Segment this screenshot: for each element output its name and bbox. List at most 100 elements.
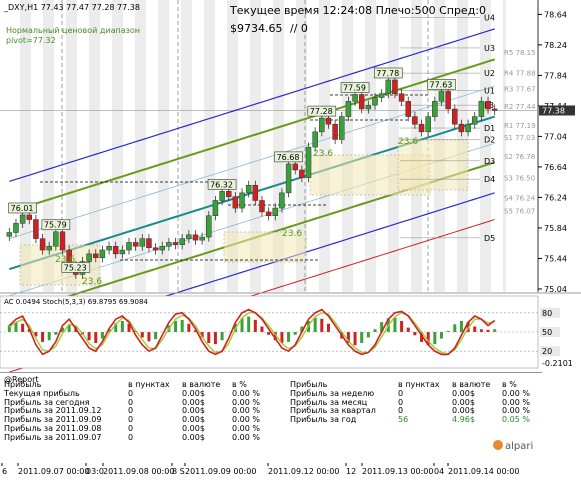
report-cell: 0 [398, 406, 404, 416]
candle-body [432, 101, 438, 117]
report-cell: 56 [398, 415, 409, 425]
candle-body [59, 231, 66, 251]
ac-bar [459, 321, 463, 332]
candle-body [146, 238, 152, 249]
price-label-box [207, 179, 237, 190]
time-tick-label: 6 [2, 467, 7, 476]
sub-axis-marker [540, 327, 560, 337]
report-right-currency: в валюте 0.00$ 0.00$ 0.00$ 4.96$ [452, 380, 490, 425]
pivot-level-label: U4 [484, 13, 495, 22]
time-tick-label: 03:0 [86, 467, 104, 476]
upper-band-line [9, 28, 495, 182]
ac-bar [174, 321, 178, 332]
candle-body [365, 104, 372, 110]
report-cell: 0 [398, 397, 404, 407]
pivot-grey-label: R2 77.44 [504, 103, 536, 111]
candle-body [352, 94, 358, 102]
time-tick-label: 2011.09.07 00:00 [18, 467, 89, 476]
ac-bar [267, 332, 271, 335]
session-stripe [250, 0, 261, 292]
price-label-box [373, 67, 403, 79]
ac-bar [100, 332, 104, 339]
candle-body [358, 94, 365, 110]
report-right-points: в пунктах 0 0 0 56 [398, 380, 440, 425]
candle-body [39, 238, 46, 251]
session-stripe [342, 0, 353, 292]
ac-bar [34, 332, 38, 337]
session-stripe [43, 0, 54, 292]
fib-level-label: 23.6 [282, 229, 302, 239]
candle-body [465, 123, 471, 133]
sub-axis-label: 50 [542, 328, 552, 337]
price-label-text: 76.01 [11, 204, 34, 213]
ac-bar [346, 332, 350, 343]
pivot-level-label: U3 [484, 44, 495, 53]
candle-body [445, 91, 451, 110]
ac-bar [380, 322, 384, 332]
time-tick-label: 2011.09.14 00:00 [448, 467, 519, 476]
candle-body [159, 245, 165, 251]
pivot-level-label: D2 [484, 135, 495, 144]
session-stripe [112, 0, 123, 292]
ac-bar [154, 332, 158, 340]
ac-bar [107, 329, 111, 332]
candle-body [99, 249, 106, 258]
candle-body [106, 245, 112, 251]
ac-bar [87, 332, 91, 341]
price-label-text: 77.59 [343, 83, 366, 92]
candle-body [385, 79, 392, 94]
pivot-level-label: U1 [484, 87, 495, 96]
report-cell: 0.00$ [452, 406, 475, 416]
candle-body [285, 163, 292, 194]
ac-bar [127, 323, 131, 332]
current-price-marker [539, 105, 575, 116]
pivot-level-label: D4 [484, 175, 495, 184]
pivot-grey-label: R1 77.19 [504, 122, 536, 130]
price-tick-label: 75.44 [544, 254, 567, 263]
ac-bar [453, 324, 457, 332]
pivot-level-label: D3 [484, 157, 495, 166]
sub-axis-marker [540, 346, 560, 357]
report-left-currency: в валюте 0.00$ 0.00$ 0.00$ 0.00$ 0.00$ 0… [182, 380, 221, 442]
ac-bar [21, 323, 25, 332]
ac-bar [326, 323, 330, 332]
candle-body [339, 116, 345, 140]
ac-bar [313, 317, 317, 332]
candle-body [319, 117, 325, 133]
report-cell: 0.00 % [502, 406, 530, 416]
candle-body [219, 191, 225, 201]
session-stripe [227, 0, 238, 292]
candle-body [19, 214, 26, 224]
candle-body [166, 242, 172, 247]
candle-body [412, 116, 418, 125]
pivot-level-label: U2 [484, 69, 495, 78]
candle-body [232, 196, 239, 209]
pivot-grey-label: R4 77.88 [504, 69, 536, 77]
ac-bar [293, 332, 297, 335]
ac-bar [300, 326, 304, 332]
candle-body [86, 253, 92, 262]
price-tick-label: 76.24 [544, 193, 567, 202]
candle-body [425, 116, 431, 133]
price-label-box [274, 151, 303, 163]
candle-body [471, 116, 478, 125]
price-tick-label: 78.24 [544, 41, 567, 50]
position-count: // 0 [290, 22, 308, 35]
ac-bar [140, 332, 144, 338]
ac-bar [7, 325, 11, 332]
session-stripe [365, 0, 376, 292]
price-tick-label: 76.64 [544, 163, 567, 172]
symbol-header: _DXY,H1 77.43 77.47 77.28 77.38 [3, 3, 140, 12]
candle-body [112, 245, 119, 255]
ac-bar [247, 316, 251, 332]
candle-body [392, 79, 398, 94]
candle-body [53, 231, 59, 247]
pivot-grey-label: R3 77.67 [504, 85, 536, 93]
report-right-labels: Прибыль Прибыль за неделю Прибыль за мес… [290, 380, 376, 425]
candle-body [325, 117, 332, 125]
time-tick-label: 04 [434, 467, 444, 476]
ac-bar [273, 332, 277, 341]
stoch-main-line [8, 308, 496, 356]
alpari-icon [493, 440, 503, 450]
account-balance: $9734.65 [230, 22, 283, 35]
